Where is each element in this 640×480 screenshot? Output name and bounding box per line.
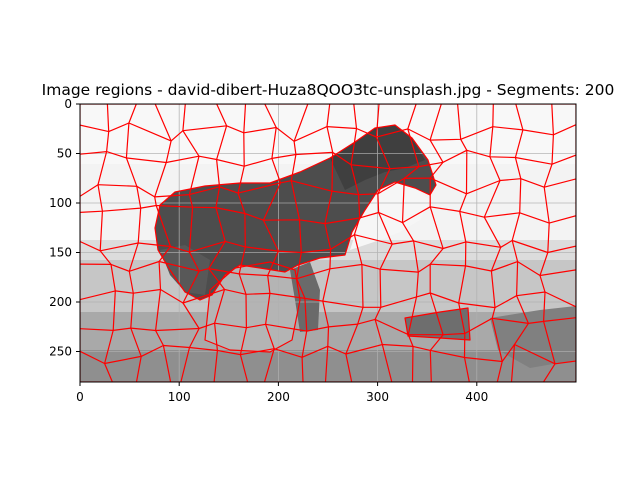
- segment-boundary: [204, 261, 301, 353]
- segment-boundary: [404, 307, 471, 341]
- segment-boundary: [262, 104, 282, 382]
- y-tick-label: 150: [49, 246, 72, 260]
- segment-boundary: [154, 124, 437, 301]
- light-foreground-region: [205, 262, 300, 352]
- segment-boundary: [483, 104, 503, 382]
- segment-boundary: [290, 104, 309, 382]
- segment-boundary: [457, 104, 470, 382]
- segment-boundaries: [80, 104, 576, 382]
- x-tick-label: 100: [168, 390, 191, 404]
- segment-boundary: [154, 104, 172, 382]
- light-neck-region: [350, 180, 430, 250]
- segment-boundary: [322, 104, 334, 382]
- y-tick-label: 200: [49, 295, 72, 309]
- segment-boundary: [429, 104, 444, 382]
- x-tick-label: 200: [267, 390, 290, 404]
- y-axis: 0 50 100 150 200 250: [49, 97, 80, 359]
- segment-boundary: [208, 104, 228, 382]
- segment-boundary: [539, 104, 556, 382]
- segment-boundary: [401, 104, 420, 382]
- y-tick-label: 50: [57, 147, 72, 161]
- x-axis: 0 100 200 300 400: [76, 382, 488, 404]
- segment-boundary: [180, 104, 200, 382]
- x-tick-label: 0: [76, 390, 84, 404]
- animal-rear: [160, 245, 210, 295]
- y-tick-label: 0: [64, 97, 72, 111]
- segment-boundary: [125, 104, 142, 382]
- segment-boundary: [510, 104, 529, 382]
- segment-boundary: [237, 104, 249, 382]
- y-tick-label: 100: [49, 196, 72, 210]
- x-tick-label: 400: [465, 390, 488, 404]
- segment-boundary: [345, 104, 364, 382]
- figure-title: Image regions - david-dibert-Huza8QOO3tc…: [42, 81, 615, 99]
- ground-dark-region: [80, 350, 576, 382]
- ground-dark-patch: [405, 308, 470, 340]
- x-tick-label: 300: [366, 390, 389, 404]
- segment-boundary: [374, 104, 393, 382]
- y-tick-label: 250: [49, 345, 72, 359]
- segment-boundary: [97, 104, 116, 382]
- ground-light-region: [80, 260, 576, 315]
- axes-frame: [79, 103, 577, 383]
